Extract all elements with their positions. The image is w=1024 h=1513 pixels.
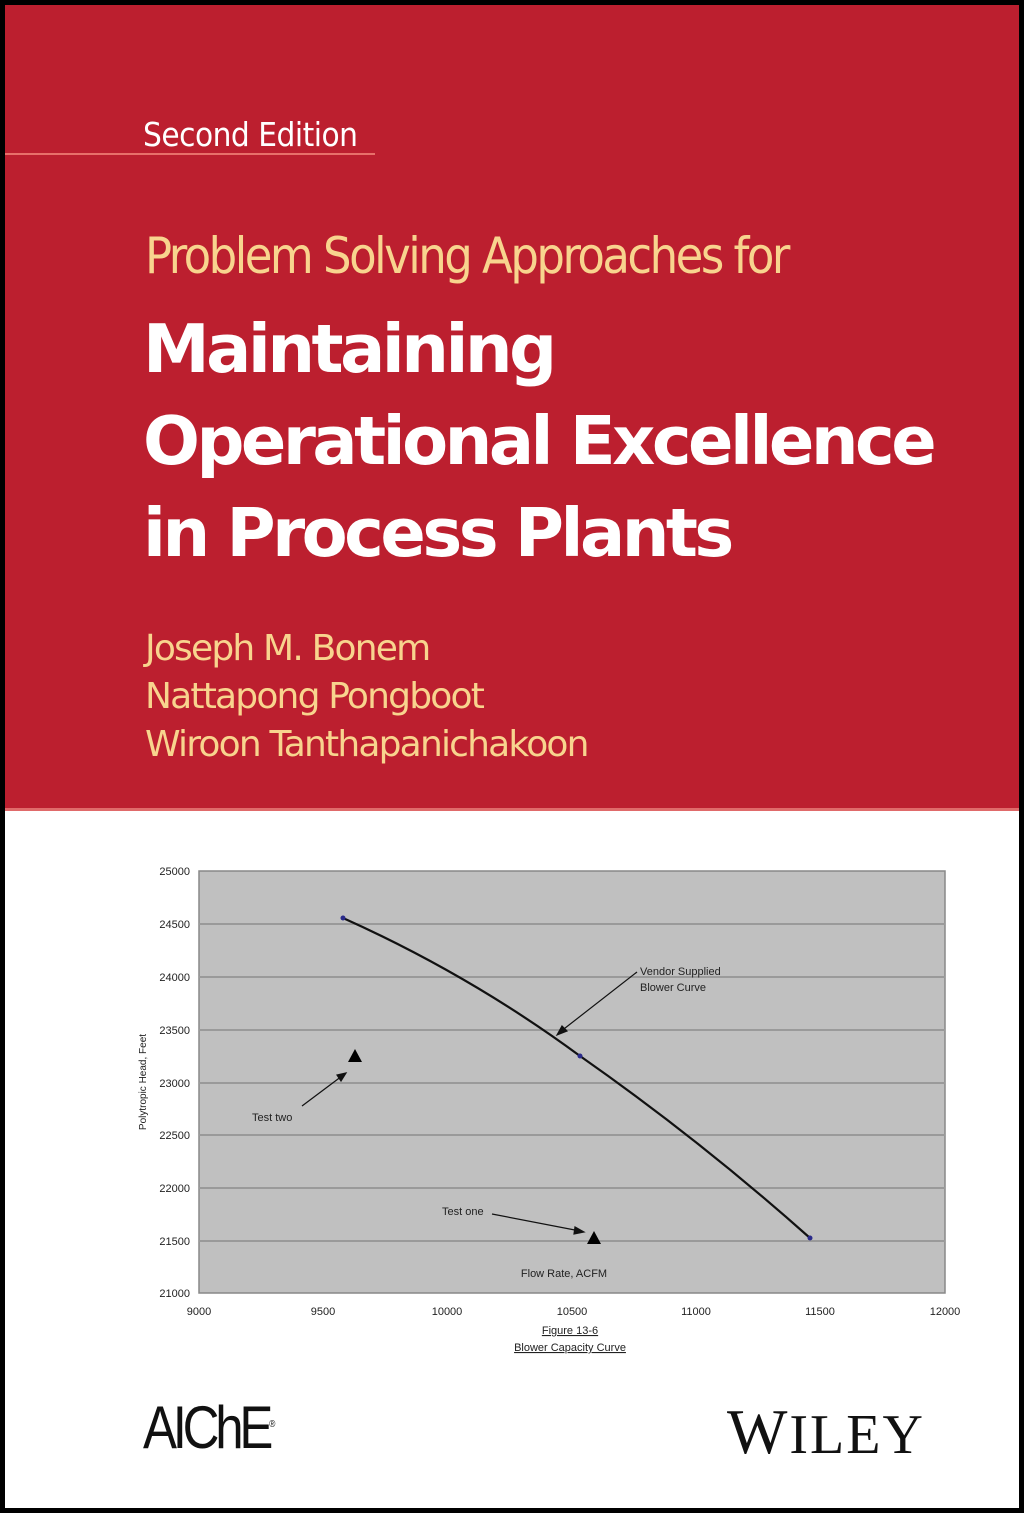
svg-text:25000: 25000 [159, 866, 190, 878]
svg-text:12000: 12000 [930, 1306, 961, 1318]
svg-text:21500: 21500 [159, 1236, 190, 1248]
test-two-marker [348, 1049, 362, 1062]
curve-point [807, 1235, 813, 1241]
svg-text:9000: 9000 [187, 1306, 211, 1318]
curve-point [340, 915, 346, 921]
author: Joseph M. Bonem [145, 628, 431, 669]
annotation-arrows [301, 971, 638, 1235]
svg-text:21000: 21000 [159, 1288, 190, 1300]
svg-text:22500: 22500 [159, 1130, 190, 1142]
x-axis-label: Flow Rate, ACFM [521, 1268, 607, 1280]
svg-text:24500: 24500 [159, 919, 190, 931]
svg-text:10500: 10500 [557, 1306, 588, 1318]
svg-text:Vendor Supplied: Vendor Supplied [640, 966, 721, 978]
curve-point [577, 1053, 583, 1059]
author: Wiroon Tanthapanichakoon [145, 724, 589, 765]
subtitle: Problem Solving Approaches for [145, 227, 790, 285]
svg-text:23500: 23500 [159, 1025, 190, 1037]
y-axis-label: Polytropic Head, Feet [138, 1034, 149, 1130]
gridlines [199, 923, 945, 1242]
title-line: Maintaining [143, 310, 557, 388]
svg-text:11000: 11000 [681, 1306, 711, 1318]
svg-text:Test one: Test one [442, 1206, 484, 1218]
book-title: Maintaining Operational Excellence in Pr… [143, 303, 937, 579]
edition-label: Second Edition [143, 115, 358, 154]
svg-text:11500: 11500 [805, 1306, 835, 1318]
book-cover: Second Edition Problem Solving Approache… [5, 5, 1019, 1508]
title-line: in Process Plants [143, 494, 734, 572]
x-axis-ticks: 9000 9500 10000 10500 11000 11500 12000 [187, 1306, 961, 1318]
edition-divider [5, 153, 375, 155]
title-panel: Second Edition Problem Solving Approache… [5, 5, 1019, 811]
svg-text:Test two: Test two [252, 1112, 292, 1124]
wiley-logo: WILEY [727, 1396, 925, 1467]
svg-text:10000: 10000 [432, 1306, 463, 1318]
figure-number: Figure 13-6 [542, 1325, 598, 1337]
test-one-marker [587, 1231, 601, 1244]
svg-text:Blower Curve: Blower Curve [640, 982, 706, 994]
title-line: Operational Excellence [143, 402, 937, 480]
annotations: Vendor Supplied Blower Curve Test two Te… [252, 966, 721, 1218]
aiche-logo: AIChE® [143, 1394, 276, 1461]
panel-divider [5, 808, 1019, 811]
author-list: Joseph M. Bonem Nattapong Pongboot Wiroo… [145, 625, 589, 769]
svg-text:22000: 22000 [159, 1183, 190, 1195]
y-axis-ticks: 25000 24500 24000 23500 23000 22500 2200… [159, 866, 190, 1300]
svg-text:23000: 23000 [159, 1078, 190, 1090]
figure-caption: Blower Capacity Curve [514, 1342, 626, 1354]
svg-text:9500: 9500 [311, 1306, 335, 1318]
svg-text:24000: 24000 [159, 972, 190, 984]
blower-capacity-chart: 25000 24500 24000 23500 23000 22500 2200… [138, 866, 961, 1354]
author: Nattapong Pongboot [145, 676, 485, 717]
